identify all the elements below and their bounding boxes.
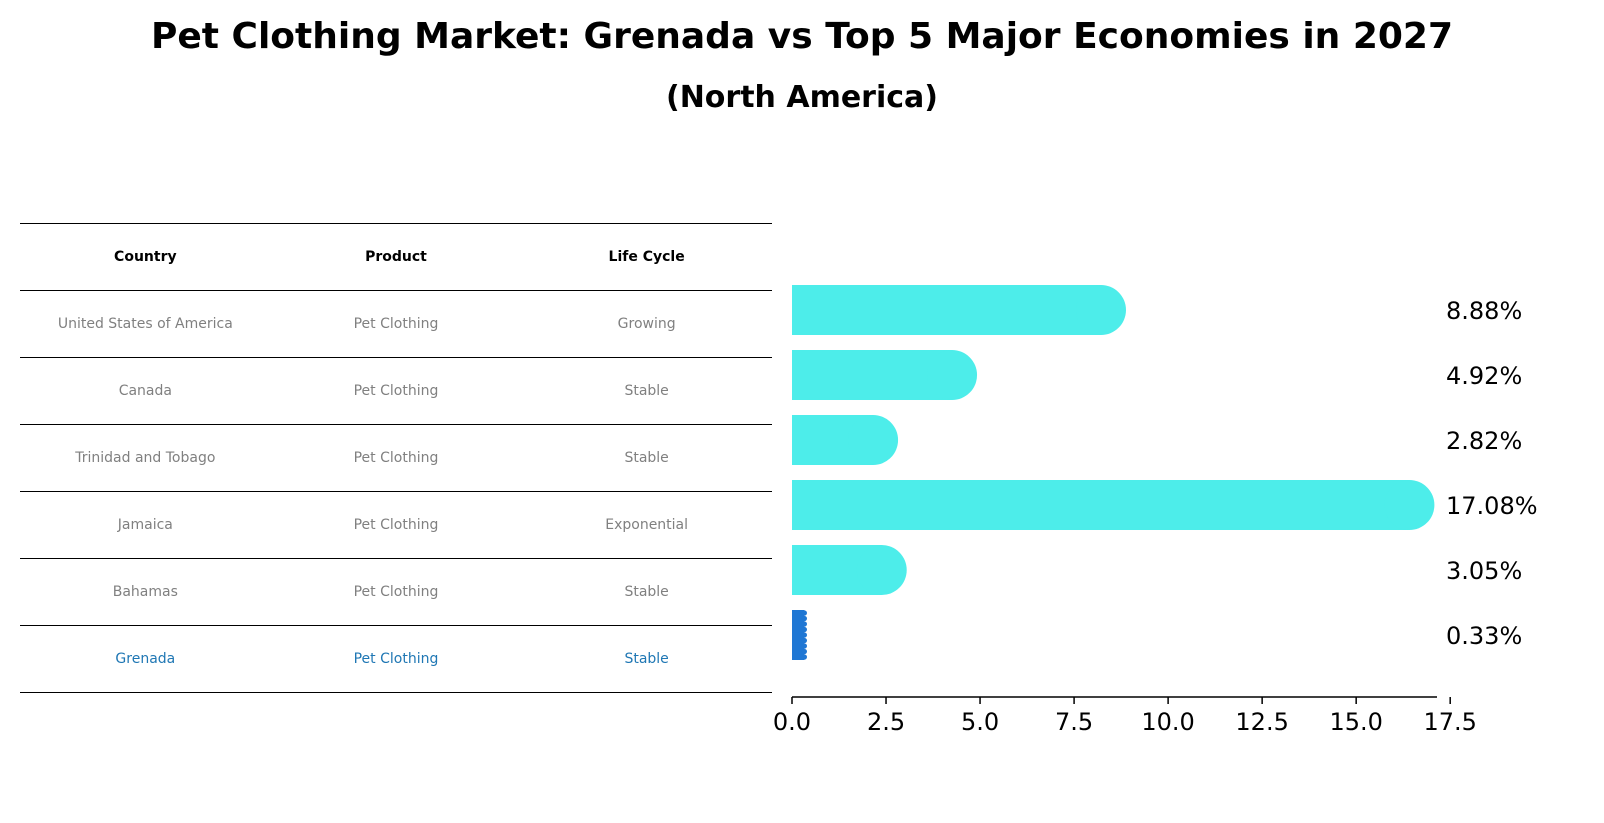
table-row: Canada Pet Clothing Stable [20, 357, 772, 424]
bar-edge-dot [801, 610, 808, 616]
cell-country: Canada [118, 383, 172, 399]
cell-country: Jamaica [117, 517, 173, 533]
bar-edge-dot [801, 632, 808, 638]
x-tick-label: 0.0 [773, 708, 811, 736]
value-label: 2.82% [1446, 427, 1522, 455]
bar-cap [856, 545, 907, 595]
value-label: 4.92% [1446, 362, 1522, 390]
header-country: Country [114, 249, 177, 265]
bar-cap [1384, 480, 1435, 530]
chart-subtitle: (North America) [665, 80, 938, 115]
cell-country: United States of America [57, 316, 233, 332]
cell-life-cycle: Exponential [605, 517, 689, 533]
bar-cap [927, 350, 978, 400]
x-tick-label: 2.5 [867, 708, 905, 736]
cell-life-cycle: Stable [624, 383, 669, 399]
bar [792, 350, 953, 400]
bar-edge-dot [801, 643, 808, 649]
bar-cap [848, 415, 899, 465]
cell-country: Bahamas [112, 584, 178, 600]
cell-product: Pet Clothing [353, 517, 439, 533]
bar-edge-dot [801, 626, 808, 633]
cell-product: Pet Clothing [353, 450, 439, 466]
x-tick-label: 17.5 [1423, 708, 1476, 736]
x-tick-label: 10.0 [1141, 708, 1194, 736]
value-label: 3.05% [1446, 557, 1522, 585]
chart-title: Pet Clothing Market: Grenada vs Top 5 Ma… [150, 16, 1454, 57]
value-label: 0.33% [1446, 622, 1522, 650]
table-row: Bahamas Pet Clothing Stable [20, 558, 772, 625]
bar [792, 285, 1101, 335]
bar-edge-dot [801, 654, 808, 660]
cell-life-cycle: Stable [624, 651, 669, 667]
data-table: Country Product Life Cycle United States… [20, 223, 772, 693]
bar [792, 480, 1410, 530]
x-tick-label: 7.5 [1055, 708, 1093, 736]
bar-chart: 8.88% 4.92% 2.82% 17.08% 3.05% 0.33% 0.0 2.5 5.0… [773, 285, 1538, 736]
table-header-row: Country Product Life Cycle [20, 223, 772, 290]
value-label: 17.08% [1446, 492, 1538, 520]
cell-life-cycle: Stable [624, 584, 669, 600]
bar-cap [1075, 285, 1126, 335]
cell-country: Trinidad and Tobago [75, 450, 216, 466]
header-life-cycle: Life Cycle [608, 249, 685, 265]
cell-country: Grenada [115, 651, 176, 667]
cell-life-cycle: Growing [617, 316, 676, 332]
table-row: Trinidad and Tobago Pet Clothing Stable [20, 424, 772, 491]
value-label: 8.88% [1446, 297, 1522, 325]
x-tick-label: 5.0 [961, 708, 999, 736]
cell-life-cycle: Stable [624, 450, 669, 466]
table-row: United States of America Pet Clothing Gr… [20, 290, 772, 357]
x-tick-label: 12.5 [1235, 708, 1288, 736]
cell-product: Pet Clothing [353, 584, 439, 600]
bar-edge-dot [801, 637, 808, 644]
bar-edge-dot [801, 615, 808, 622]
x-tick-label: 15.0 [1329, 708, 1382, 736]
cell-product: Pet Clothing [353, 651, 439, 667]
table-row: Jamaica Pet Clothing Exponential [20, 491, 772, 558]
bar-edge-dot [801, 621, 808, 627]
table-row-highlighted: Grenada Pet Clothing Stable [20, 625, 772, 693]
cell-product: Pet Clothing [353, 383, 439, 399]
bar-highlighted [792, 610, 805, 660]
cell-product: Pet Clothing [353, 316, 439, 332]
header-product: Product [365, 249, 427, 265]
bar-edge-dot [801, 648, 808, 655]
